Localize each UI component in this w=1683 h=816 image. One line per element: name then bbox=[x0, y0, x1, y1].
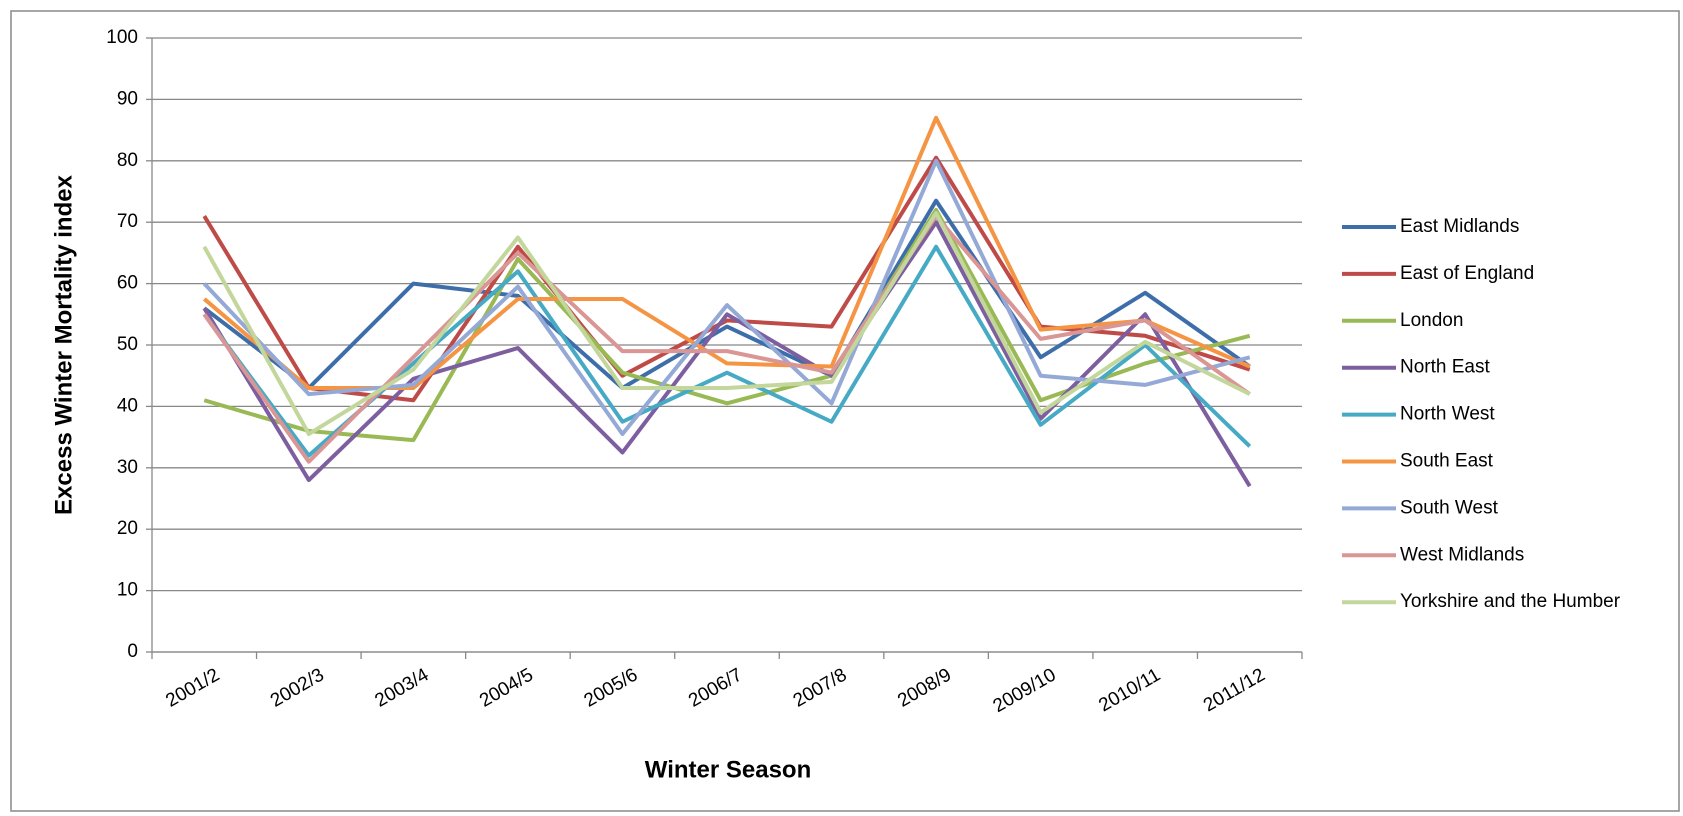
y-tick-label: 40 bbox=[117, 395, 138, 416]
legend-label: East Midlands bbox=[1400, 216, 1519, 237]
legend-label: North East bbox=[1400, 357, 1490, 378]
series-line bbox=[202, 210, 1251, 437]
y-tick-label: 20 bbox=[117, 518, 138, 539]
y-tick-label: 60 bbox=[117, 273, 138, 294]
y-tick-label: 50 bbox=[117, 334, 138, 355]
legend-label: South East bbox=[1400, 451, 1494, 472]
y-tick-label: 70 bbox=[117, 211, 138, 232]
y-tick-label: 30 bbox=[117, 457, 138, 478]
y-tick-label: 10 bbox=[117, 580, 138, 601]
legend-label: South West bbox=[1400, 497, 1499, 518]
series-line bbox=[202, 158, 1251, 437]
legend-label: London bbox=[1400, 310, 1463, 331]
series-line bbox=[202, 220, 1252, 488]
y-tick-label: 90 bbox=[117, 88, 138, 109]
series-line bbox=[203, 198, 1251, 390]
y-tick-label: 80 bbox=[117, 150, 138, 171]
legend-label: Yorkshire and the Humber bbox=[1400, 591, 1621, 612]
legend-label: West Midlands bbox=[1400, 544, 1524, 565]
y-axis-title: Excess Winter Mortality index bbox=[50, 174, 77, 515]
chart-frame bbox=[10, 10, 1680, 812]
legend-label: North West bbox=[1400, 404, 1495, 425]
y-tick-label: 100 bbox=[106, 27, 138, 48]
legend-label: East of England bbox=[1400, 263, 1534, 284]
y-tick-label: 0 bbox=[127, 641, 138, 662]
x-axis-title: Winter Season bbox=[645, 756, 812, 783]
